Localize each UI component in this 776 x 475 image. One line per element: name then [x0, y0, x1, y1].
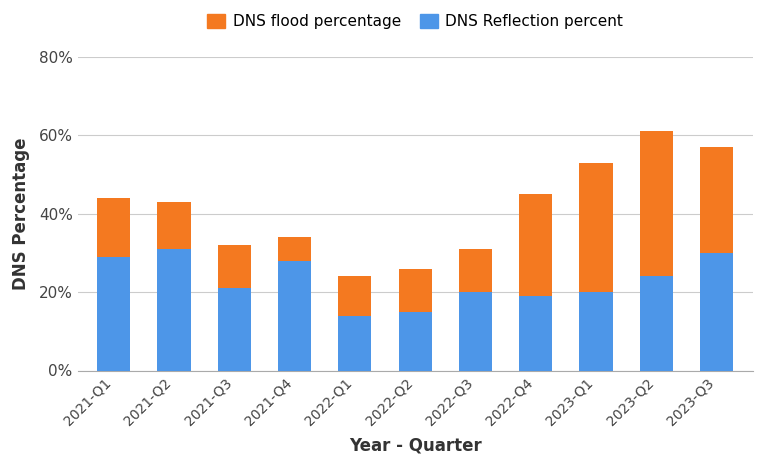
- Y-axis label: DNS Percentage: DNS Percentage: [12, 137, 30, 290]
- Bar: [97, 257, 130, 370]
- Bar: [519, 194, 553, 296]
- Bar: [459, 249, 492, 292]
- Bar: [700, 147, 733, 253]
- Legend: DNS flood percentage, DNS Reflection percent: DNS flood percentage, DNS Reflection per…: [201, 8, 629, 36]
- Bar: [459, 292, 492, 370]
- Bar: [399, 312, 431, 370]
- Bar: [700, 253, 733, 370]
- X-axis label: Year - Quarter: Year - Quarter: [348, 436, 482, 454]
- Bar: [158, 249, 191, 370]
- Bar: [278, 261, 311, 370]
- Bar: [278, 237, 311, 261]
- Bar: [639, 132, 673, 276]
- Bar: [158, 202, 191, 249]
- Bar: [97, 198, 130, 257]
- Bar: [639, 276, 673, 370]
- Bar: [218, 288, 251, 370]
- Bar: [218, 245, 251, 288]
- Bar: [580, 292, 612, 370]
- Bar: [580, 163, 612, 292]
- Bar: [399, 269, 431, 312]
- Bar: [338, 316, 372, 370]
- Bar: [519, 296, 553, 370]
- Bar: [338, 276, 372, 316]
